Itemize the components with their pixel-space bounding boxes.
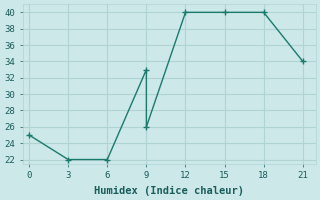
X-axis label: Humidex (Indice chaleur): Humidex (Indice chaleur) [94, 186, 244, 196]
